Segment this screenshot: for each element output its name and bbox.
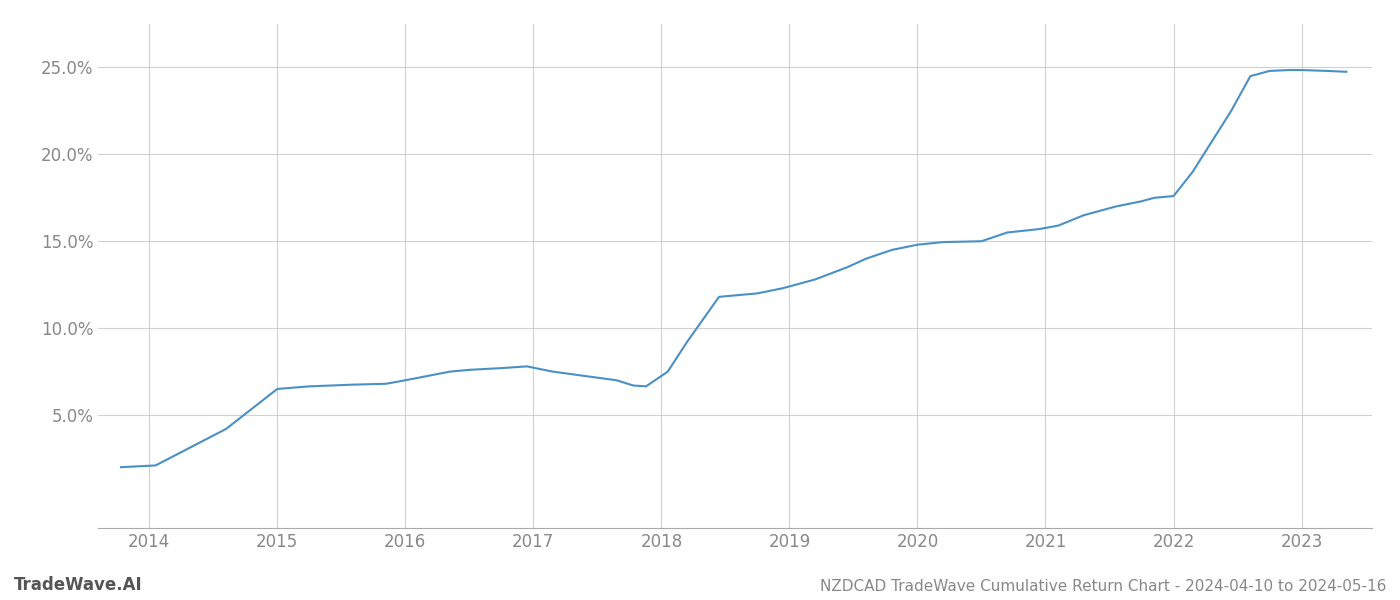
- Text: NZDCAD TradeWave Cumulative Return Chart - 2024-04-10 to 2024-05-16: NZDCAD TradeWave Cumulative Return Chart…: [819, 579, 1386, 594]
- Text: TradeWave.AI: TradeWave.AI: [14, 576, 143, 594]
